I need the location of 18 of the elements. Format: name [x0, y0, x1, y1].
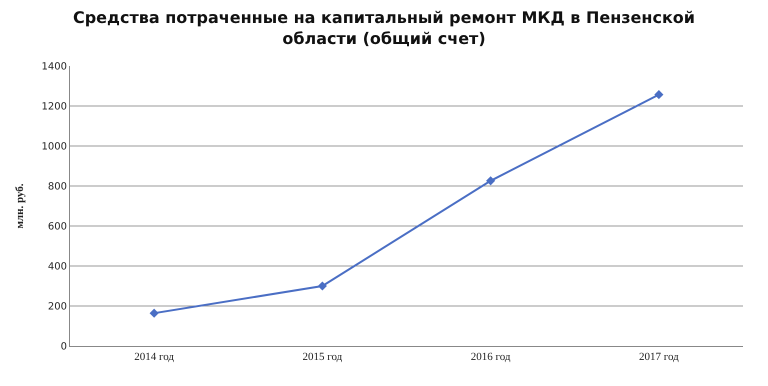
y-tick-label: 1400	[42, 62, 67, 72]
y-tick-label: 800	[48, 182, 67, 192]
y-tick-label: 1000	[42, 142, 67, 152]
x-tick-label: 2016 год	[470, 351, 511, 364]
point	[318, 281, 327, 291]
x-tick-label: 2014 год	[134, 351, 174, 364]
y-tick-label: 200	[48, 302, 67, 312]
y-tick-label: 0	[60, 342, 67, 352]
y-tick-label: 600	[48, 222, 67, 232]
point	[150, 308, 159, 318]
y-tick-label: 1200	[42, 102, 67, 112]
y-tick-label: 400	[48, 262, 67, 272]
chart-title: Средства потраченные на капитальный ремонт МКД в Пензенской области (общий счет)	[72, 8, 696, 48]
x-tick-label: 2015 год	[302, 351, 343, 364]
point	[654, 90, 664, 100]
y-axis-title: млн. руб.	[14, 183, 26, 229]
x-tick-label: 2017 год	[638, 351, 680, 364]
point	[486, 176, 496, 186]
